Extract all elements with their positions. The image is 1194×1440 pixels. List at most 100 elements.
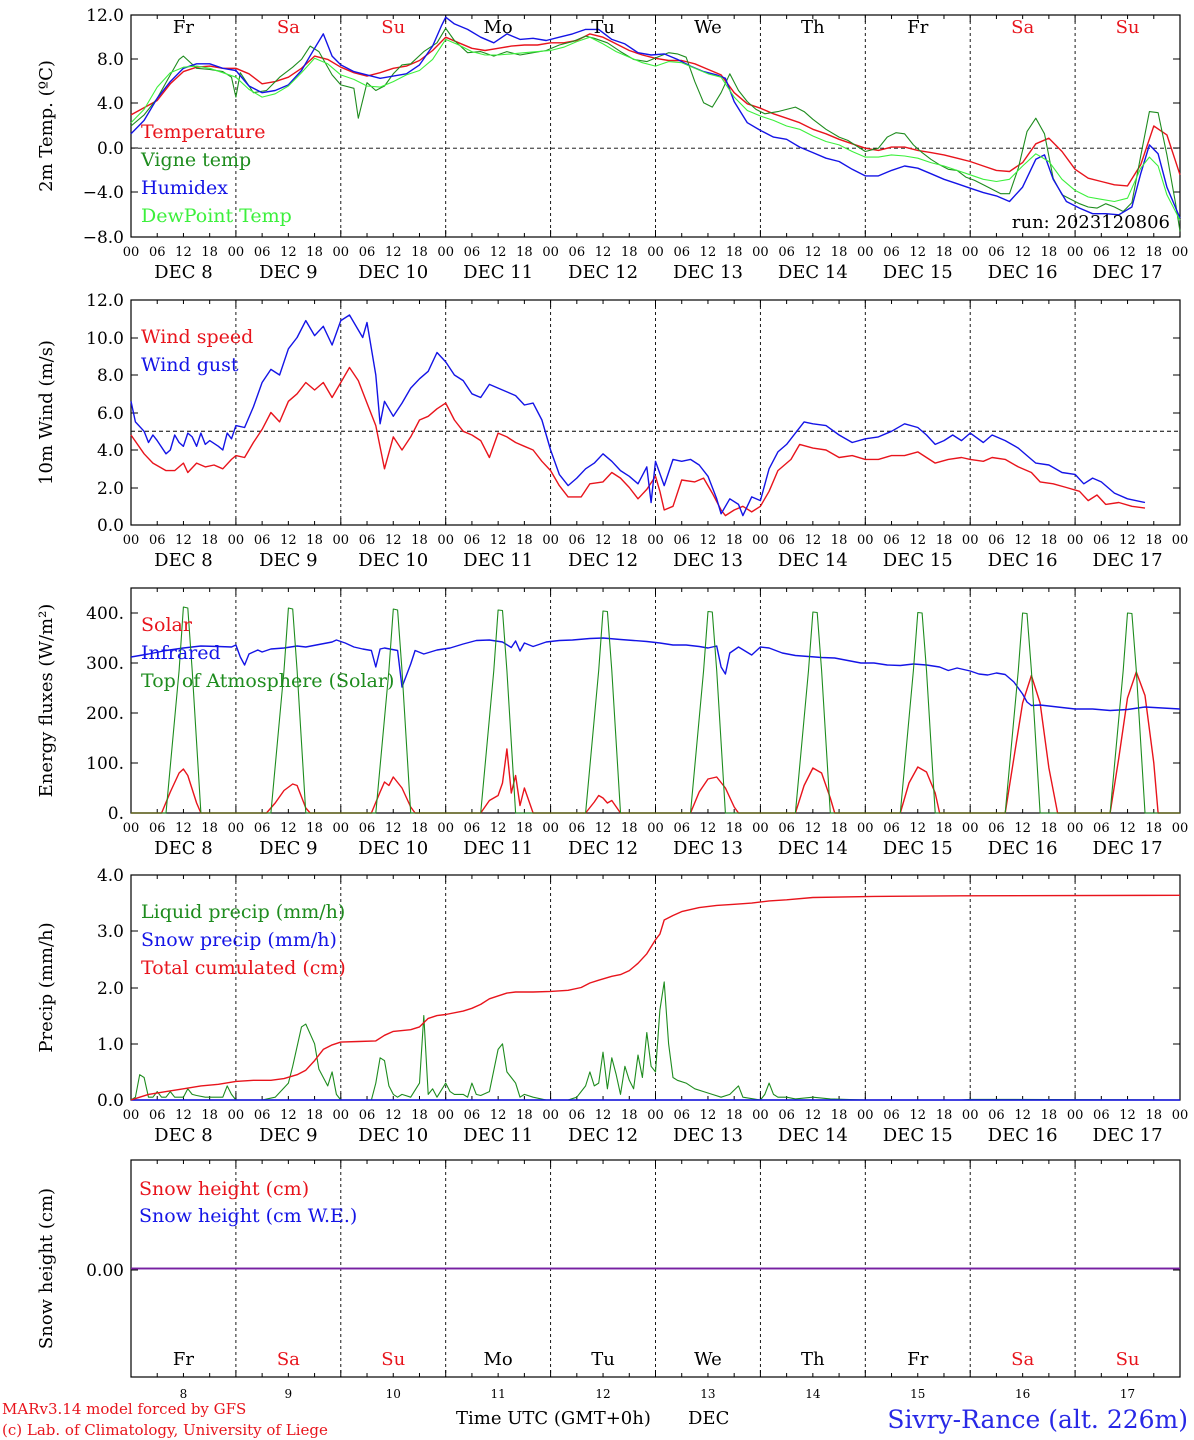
hour-tick-label: 12 [1014, 821, 1031, 836]
hour-tick-label: 06 [254, 1108, 271, 1123]
date-label: DEC 8 [154, 550, 213, 571]
date-label: DEC 12 [568, 550, 638, 571]
y-tick-label: −8.0 [83, 228, 124, 248]
series-line [130, 16, 1181, 219]
y-tick-label: 12.0 [86, 291, 124, 311]
hour-tick-label: 18 [411, 1108, 428, 1123]
hour-tick-label: 00 [1172, 533, 1189, 548]
hour-tick-label: 12 [280, 245, 297, 260]
weekday-label: Su [1116, 17, 1140, 38]
hour-tick-label: 06 [1093, 1108, 1110, 1123]
y-tick-label: 6.0 [97, 404, 124, 424]
hour-tick-label: 18 [516, 1108, 533, 1123]
weekday-label: Fr [907, 1349, 928, 1370]
hour-tick-label: 06 [883, 533, 900, 548]
day-number-label: 10 [386, 1387, 401, 1401]
hour-tick-label: 18 [1146, 533, 1163, 548]
y-tick-label: 8.0 [97, 50, 124, 70]
hour-tick-label: 00 [962, 533, 979, 548]
date-label: DEC 9 [259, 550, 318, 571]
hour-tick-label: 00 [123, 245, 140, 260]
hour-tick-label: 18 [201, 821, 218, 836]
hour-tick-label: 00 [857, 821, 874, 836]
run-label: run: 2023120806 [1012, 212, 1170, 233]
hour-tick-label: 06 [569, 821, 586, 836]
hour-tick-label: 12 [805, 1108, 822, 1123]
hour-tick-label: 18 [306, 1108, 323, 1123]
hour-tick-label: 12 [700, 1108, 717, 1123]
y-tick-label: 100. [86, 754, 124, 774]
hour-tick-label: 18 [936, 1108, 953, 1123]
hour-tick-label: 06 [359, 1108, 376, 1123]
legend-entry: Temperature [141, 121, 265, 143]
y-tick-label: 12.0 [86, 6, 124, 26]
hour-tick-label: 06 [673, 245, 690, 260]
hour-tick-label: 12 [490, 533, 507, 548]
date-label: DEC 15 [883, 550, 953, 571]
hour-tick-label: 18 [1146, 1108, 1163, 1123]
weekday-label: We [694, 17, 722, 38]
hour-tick-label: 06 [988, 821, 1005, 836]
credit-line-1: MARv3.14 model forced by GFS [2, 1400, 246, 1418]
date-label: DEC 17 [1093, 262, 1163, 283]
series-line [131, 671, 1180, 814]
legend-entry: Snow height (cm) [139, 1178, 309, 1200]
weekday-label: Sa [1011, 17, 1034, 38]
series-line [130, 981, 1181, 1101]
y-tick-label: 200. [86, 704, 124, 724]
hour-tick-label: 06 [149, 1108, 166, 1123]
hour-tick-label: 06 [988, 245, 1005, 260]
hour-tick-label: 12 [175, 245, 192, 260]
date-label: DEC 17 [1093, 1125, 1163, 1146]
hour-tick-label: 12 [1119, 1108, 1136, 1123]
series-line [130, 27, 1181, 232]
hour-tick-label: 00 [542, 533, 559, 548]
hour-tick-label: 18 [516, 533, 533, 548]
hour-tick-label: 06 [149, 245, 166, 260]
hour-tick-label: 12 [909, 533, 926, 548]
hour-tick-label: 12 [595, 533, 612, 548]
hour-tick-label: 12 [1119, 245, 1136, 260]
hour-tick-label: 18 [726, 821, 743, 836]
date-label: DEC 9 [259, 262, 318, 283]
hour-tick-label: 06 [988, 1108, 1005, 1123]
panel-2: 12.0 10.0 8.0 6.0 4.0 2.0 0.0 10m Wind (m/s) Win… [36, 291, 1188, 571]
hour-tick-label: 12 [385, 245, 402, 260]
hour-tick-label: 00 [1067, 1108, 1084, 1123]
date-label: DEC 9 [259, 1125, 318, 1146]
hour-tick-label: 06 [359, 533, 376, 548]
panel-5: 0.00 Snow height (cm) Snow height (cm) Snow… [36, 1159, 1181, 1401]
hour-tick-label: 18 [936, 533, 953, 548]
legend-entry: Solar [141, 614, 193, 636]
hour-tick-label: 06 [149, 533, 166, 548]
weekday-label: Th [801, 1349, 825, 1370]
hour-tick-label: 00 [752, 1108, 769, 1123]
legend-entry: Wind gust [141, 354, 239, 376]
y-axis-title: 2m Temp. (ºC) [36, 60, 57, 192]
hour-tick-label: 18 [201, 1108, 218, 1123]
day-number-label: 9 [285, 1387, 293, 1401]
hour-tick-label: 00 [647, 821, 664, 836]
hour-tick-label: 06 [673, 1108, 690, 1123]
hour-tick-label: 06 [569, 1108, 586, 1123]
hour-tick-label: 18 [1041, 533, 1058, 548]
hour-tick-label: 12 [805, 245, 822, 260]
weekday-label: Sa [277, 17, 300, 38]
panels: 12.0 8.0 4.0 0.0 −4.0 −8.0 2m Temp. (ºC) Temper… [36, 6, 1188, 1401]
series-line [130, 637, 1181, 712]
hour-tick-label: 12 [909, 821, 926, 836]
hour-tick-label: 06 [883, 821, 900, 836]
series-line [130, 36, 1181, 221]
hour-tick-label: 00 [962, 821, 979, 836]
weekday-label: Su [1116, 1349, 1140, 1370]
day-number-label: 8 [180, 1387, 188, 1401]
weekday-label: Su [381, 1349, 405, 1370]
hour-tick-label: 06 [359, 821, 376, 836]
weekday-label: We [694, 1349, 722, 1370]
legend-entry: Liquid precip (mm/h) [141, 901, 345, 923]
hour-tick-label: 12 [280, 821, 297, 836]
hour-tick-label: 00 [647, 245, 664, 260]
y-tick-label: 1.0 [97, 1035, 124, 1055]
date-label: DEC 14 [778, 838, 848, 859]
day-number-label: 16 [1015, 1387, 1030, 1401]
